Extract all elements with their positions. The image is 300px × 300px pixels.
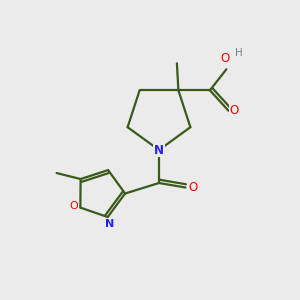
Text: H: H [235, 47, 243, 58]
Text: N: N [105, 219, 114, 229]
Text: O: O [188, 181, 197, 194]
Text: N: N [154, 143, 164, 157]
Text: O: O [220, 52, 230, 65]
Text: O: O [69, 201, 78, 211]
Text: O: O [230, 103, 239, 117]
